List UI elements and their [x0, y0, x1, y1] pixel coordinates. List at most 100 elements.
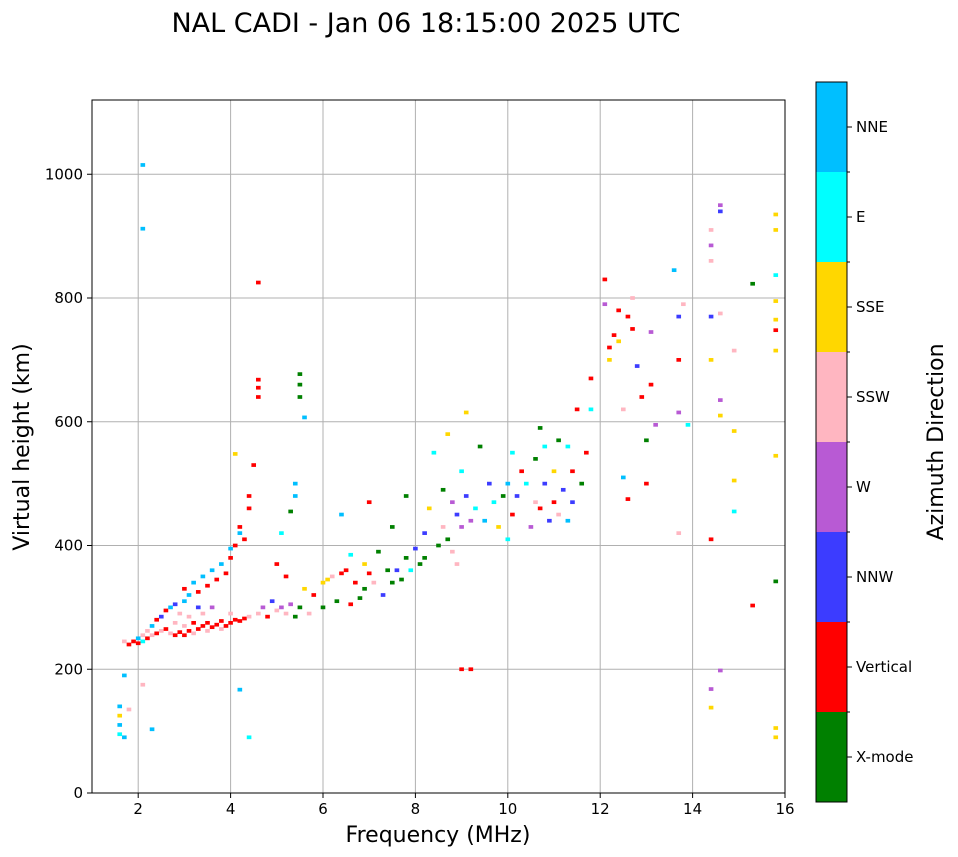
data-point-e: [523, 481, 529, 486]
grid-lines: [92, 100, 786, 794]
data-point-ssw: [145, 629, 150, 633]
data-point-ssw: [149, 633, 155, 638]
data-point-x-mode: [500, 494, 506, 498]
data-point-w: [676, 410, 682, 415]
data-point-x-mode: [445, 537, 451, 542]
data-point-sse: [232, 452, 238, 456]
data-point-w: [653, 422, 658, 427]
data-point-nne: [200, 574, 206, 579]
data-point-x-mode: [477, 444, 483, 449]
colorbar-frame: [815, 81, 848, 803]
data-point-vertical: [574, 407, 580, 412]
data-point-nne: [182, 599, 187, 604]
data-point-ssw: [274, 608, 280, 613]
data-point-nnw: [514, 494, 520, 498]
data-point-vertical: [209, 625, 215, 630]
data-point-x-mode: [376, 549, 381, 554]
data-point-nne: [505, 481, 511, 486]
data-point-x-mode: [320, 605, 326, 610]
y-tick-label: 400: [54, 537, 83, 555]
data-point-vertical: [551, 500, 557, 505]
data-point-nnw: [172, 602, 178, 607]
data-point-vertical: [145, 636, 150, 641]
chart-title: NAL CADI - Jan 06 18:15:00 2025 UTC: [171, 8, 680, 39]
data-point-nnw: [269, 599, 275, 604]
colorbar-swatch: [816, 532, 847, 622]
data-point-vertical: [163, 627, 169, 631]
data-point-e: [565, 444, 571, 449]
data-point-vertical: [200, 624, 206, 628]
plot-frame: [91, 99, 786, 794]
data-point-sse: [773, 453, 779, 458]
data-point-vertical: [265, 614, 270, 619]
data-point-vertical: [630, 327, 635, 331]
data-point-vertical: [214, 622, 220, 627]
data-point-vertical: [242, 616, 247, 621]
data-point-vertical: [237, 619, 243, 623]
data-point-sse: [731, 478, 737, 483]
data-point-e: [542, 444, 548, 449]
data-point-vertical: [154, 631, 159, 636]
data-point-x-mode: [297, 395, 303, 399]
data-point-sse: [718, 413, 723, 418]
data-point-vertical: [339, 571, 344, 576]
data-point-vertical: [648, 382, 654, 387]
data-point-nnw: [718, 209, 723, 214]
y-tick-label: 200: [54, 660, 83, 678]
data-point-vertical: [459, 667, 464, 672]
colorbar-tick-label: W: [856, 478, 871, 496]
data-point-vertical: [126, 642, 132, 647]
data-point-vertical: [584, 450, 589, 455]
data-point-nnw: [560, 487, 566, 492]
data-point-ssw: [182, 624, 187, 628]
data-point-ssw: [219, 627, 224, 631]
data-point-vertical: [256, 395, 261, 399]
data-point-x-mode: [292, 614, 298, 619]
data-point-vertical: [186, 629, 192, 633]
data-point-ssw: [246, 614, 252, 619]
data-point-vertical: [154, 617, 159, 622]
data-point-e: [431, 450, 437, 455]
data-point-nne: [135, 636, 141, 641]
data-point-vertical: [510, 512, 515, 517]
data-point-ssw: [681, 302, 686, 307]
data-point-vertical: [537, 506, 543, 511]
colorbar-swatch: [816, 442, 847, 532]
data-point-ssw: [450, 549, 455, 554]
data-point-vertical: [625, 497, 631, 501]
data-point-vertical: [242, 537, 247, 542]
data-point-vertical: [311, 593, 317, 597]
data-point-ssw: [676, 531, 682, 535]
data-point-ssw: [126, 707, 132, 712]
data-point-nne: [149, 624, 155, 628]
data-point-vertical: [195, 590, 201, 594]
x-tick-label: 12: [591, 800, 610, 818]
data-point-vertical: [644, 481, 649, 486]
data-points: [117, 163, 779, 740]
colorbar: X-mode Vertical NNW W SSW SSE E NNE: [815, 81, 913, 803]
data-point-sse: [551, 469, 557, 474]
data-point-vertical: [274, 562, 280, 566]
data-point-nnw: [463, 494, 469, 498]
data-point-nnw: [413, 546, 418, 551]
data-point-w: [260, 605, 266, 610]
colorbar-tick-label: SSW: [856, 388, 890, 406]
data-point-ssw: [630, 296, 635, 300]
data-point-w: [279, 605, 284, 610]
data-point-w: [602, 302, 608, 307]
data-point-vertical: [625, 314, 631, 319]
y-tick-label: 1000: [45, 165, 83, 183]
data-point-e: [279, 531, 284, 535]
data-point-ssw: [454, 562, 460, 566]
data-point-vertical: [676, 358, 682, 362]
data-point-ssw: [205, 629, 210, 633]
data-point-ssw: [191, 631, 196, 636]
data-point-nnw: [708, 314, 714, 319]
data-point-vertical: [131, 639, 136, 644]
data-point-w: [288, 602, 293, 607]
data-point-nne: [565, 518, 571, 523]
data-point-x-mode: [389, 580, 395, 585]
data-point-nnw: [454, 512, 460, 517]
data-point-sse: [325, 577, 330, 582]
